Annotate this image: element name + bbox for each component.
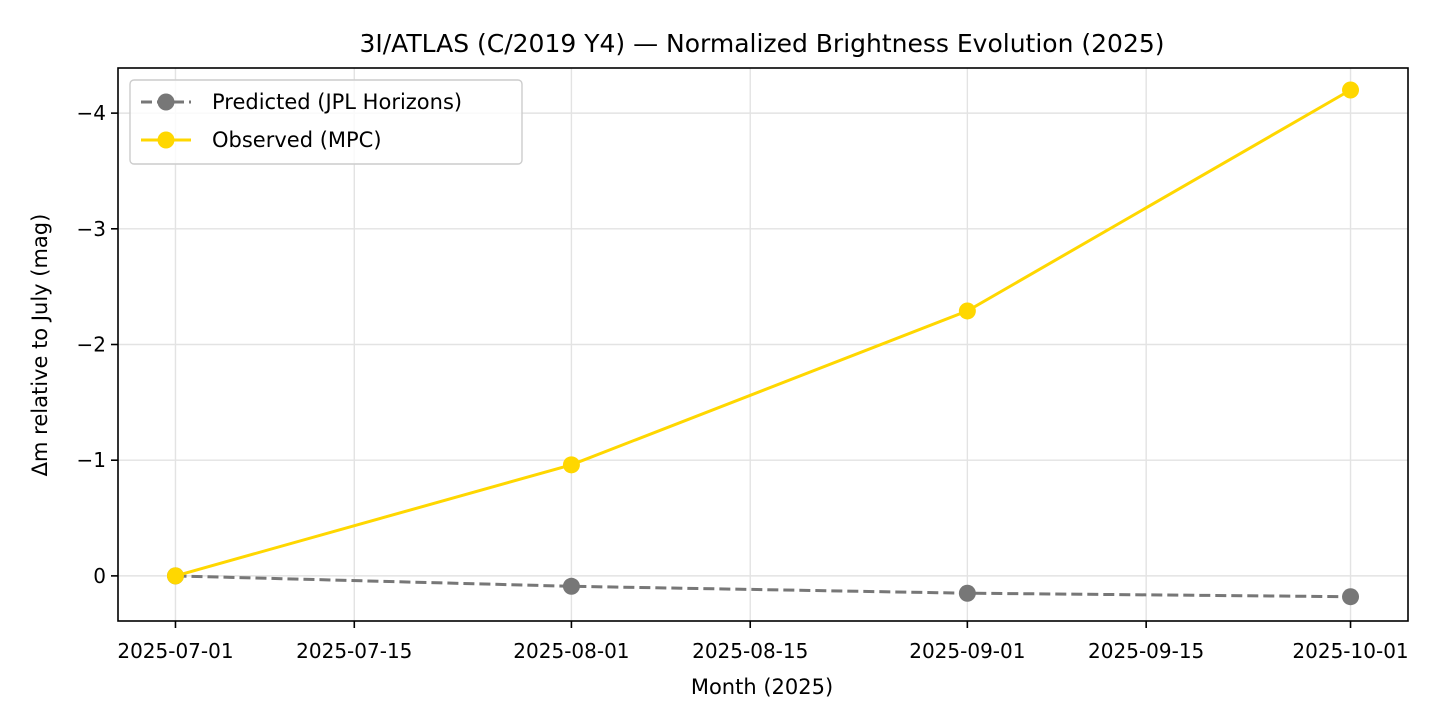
y-tick-label: −3 <box>77 217 106 241</box>
series-observed <box>166 81 1360 585</box>
data-point <box>562 456 580 474</box>
data-point <box>562 577 580 595</box>
y-tick-label: −1 <box>77 448 106 472</box>
y-tick-label: 0 <box>93 564 106 588</box>
x-tick-label: 2025-10-01 <box>1292 639 1408 663</box>
data-point <box>166 567 184 585</box>
series-predicted <box>166 567 1360 606</box>
legend-label: Predicted (JPL Horizons) <box>212 90 462 114</box>
chart-title: 3I/ATLAS (C/2019 Y4) — Normalized Bright… <box>359 29 1164 58</box>
x-tick-label: 2025-07-01 <box>117 639 233 663</box>
data-point <box>958 584 976 602</box>
y-tick-label: −4 <box>77 101 106 125</box>
data-point <box>958 302 976 320</box>
legend-label: Observed (MPC) <box>212 128 382 152</box>
legend-marker <box>157 93 175 111</box>
legend-marker <box>157 131 175 149</box>
data-point <box>1342 81 1360 99</box>
x-tick-label: 2025-08-15 <box>692 639 808 663</box>
series-line <box>175 88 1352 578</box>
x-axis-label: Month (2025) <box>691 675 833 699</box>
x-tick-label: 2025-07-15 <box>296 639 412 663</box>
y-axis-label: Δm relative to July (mag) <box>28 214 52 477</box>
x-tick-label: 2025-08-01 <box>513 639 629 663</box>
x-tick-label: 2025-09-01 <box>909 639 1025 663</box>
legend-frame <box>129 79 523 165</box>
series-line <box>175 574 1351 599</box>
x-tick-label: 2025-09-15 <box>1088 639 1204 663</box>
data-point <box>1342 588 1360 606</box>
y-tick-label: −2 <box>77 333 106 357</box>
legend: Predicted (JPL Horizons) Observed (MPC) <box>129 79 523 165</box>
